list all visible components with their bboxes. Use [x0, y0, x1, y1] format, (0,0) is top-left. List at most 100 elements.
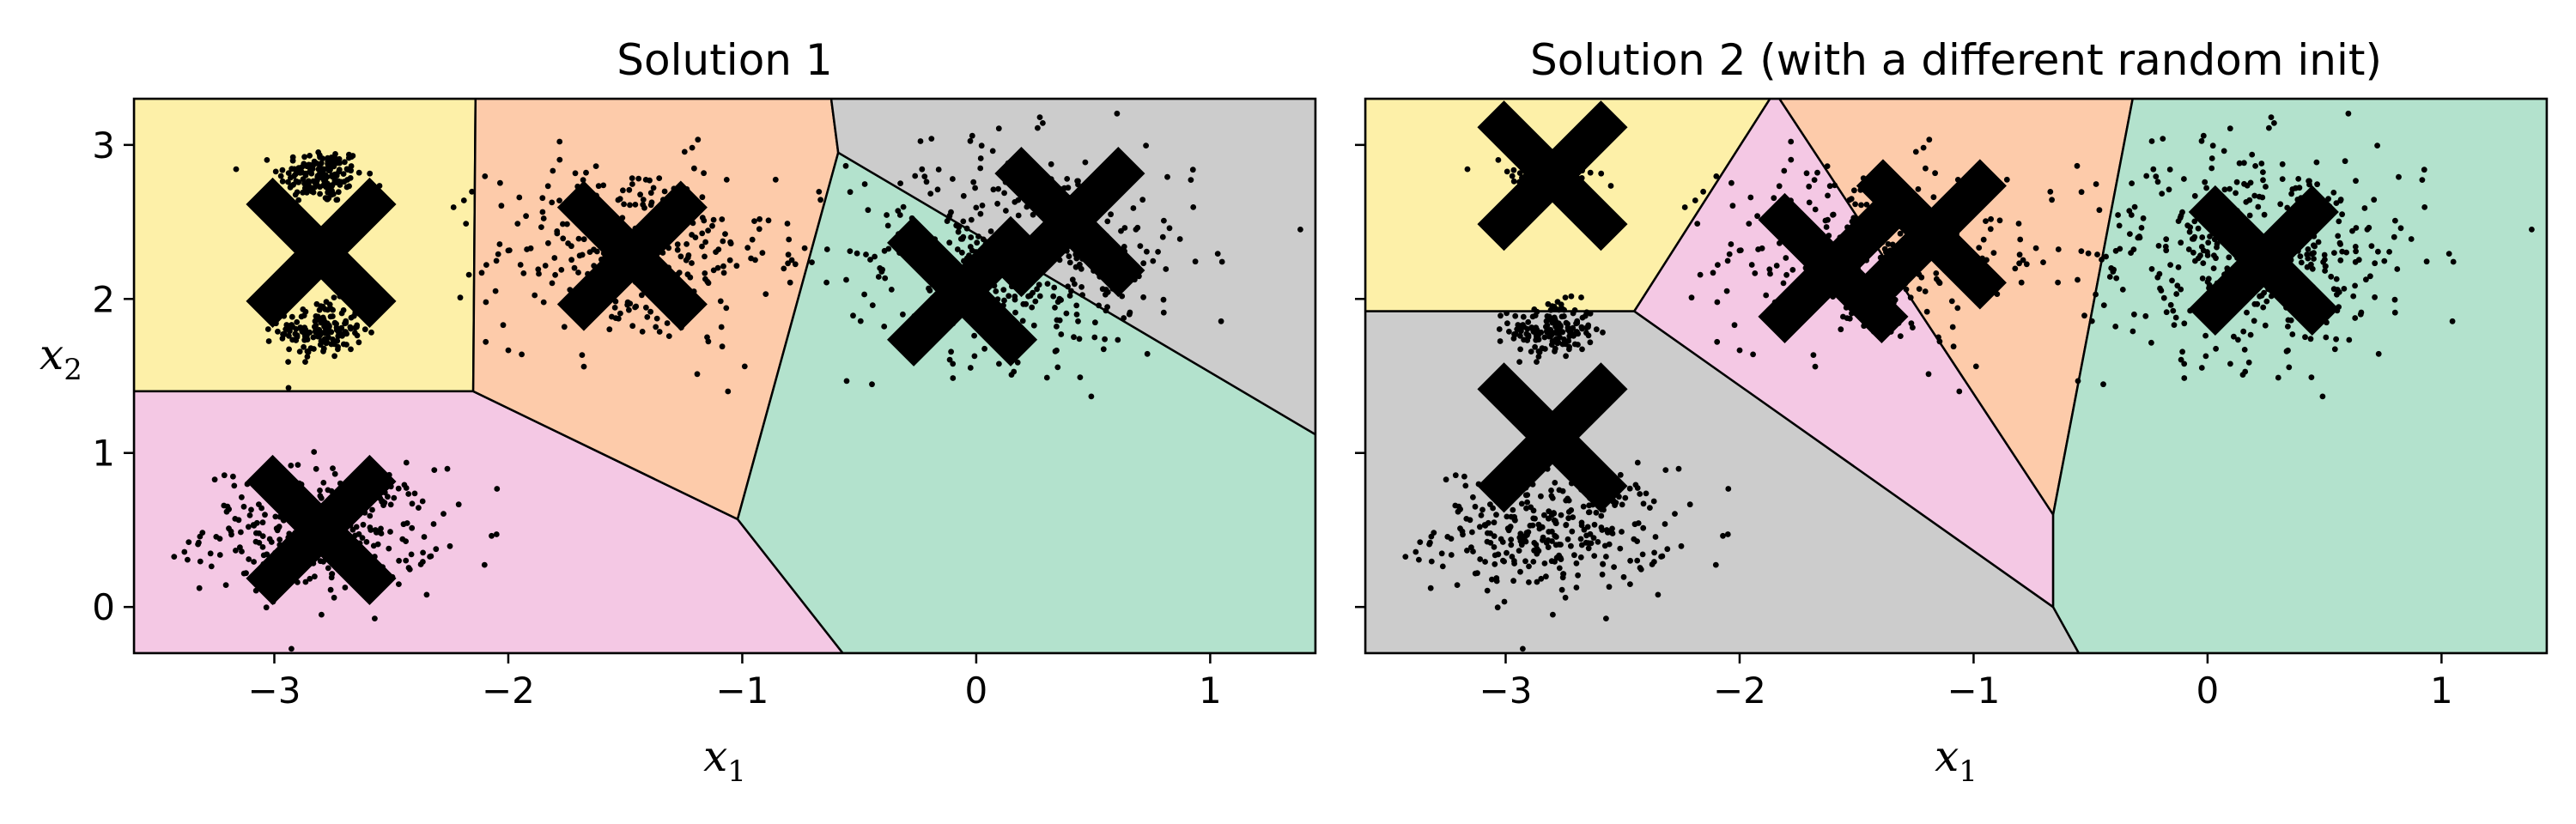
data-point — [2231, 333, 2237, 340]
data-point — [319, 314, 326, 321]
data-point — [2261, 211, 2268, 218]
data-point — [2199, 276, 2206, 282]
data-point — [788, 257, 795, 264]
data-point — [661, 188, 668, 195]
data-point — [2040, 259, 2046, 265]
data-point — [2367, 273, 2373, 280]
data-point — [1617, 471, 1624, 478]
data-point — [1714, 338, 1721, 345]
data-point — [306, 180, 312, 186]
data-point — [626, 186, 633, 193]
data-point — [1416, 556, 1422, 563]
x-tick-label: 0 — [965, 670, 988, 712]
data-point — [2449, 318, 2456, 324]
data-point — [1066, 259, 1073, 266]
data-point — [243, 570, 249, 577]
data-point — [1504, 549, 1510, 556]
data-point — [405, 491, 412, 497]
data-point — [1664, 546, 1671, 553]
data-point — [2016, 260, 2023, 267]
data-point — [289, 336, 295, 343]
data-point — [1108, 211, 1114, 218]
data-point — [1020, 300, 1027, 307]
data-point — [421, 534, 428, 540]
data-point — [309, 188, 316, 195]
data-point — [1591, 521, 1598, 528]
data-point — [352, 330, 358, 336]
data-point — [286, 346, 292, 353]
data-point — [2178, 212, 2184, 219]
data-point — [1491, 519, 1498, 526]
data-point — [1715, 262, 1721, 268]
data-point — [535, 266, 542, 273]
data-point — [948, 348, 954, 355]
data-point — [576, 252, 583, 259]
data-point — [2271, 120, 2277, 126]
data-point — [935, 167, 942, 173]
data-point — [208, 563, 215, 570]
data-point — [1626, 485, 1633, 492]
data-point — [1573, 585, 1580, 591]
data-point — [1780, 280, 1787, 287]
data-point — [1577, 536, 1584, 542]
data-point — [1585, 509, 1592, 516]
data-point — [1545, 544, 1552, 550]
data-point — [2191, 233, 2198, 240]
data-point — [558, 267, 565, 273]
data-point — [1036, 293, 1043, 300]
data-point — [2142, 312, 2149, 319]
data-point — [355, 339, 362, 346]
data-point — [1954, 305, 1961, 312]
data-point — [733, 263, 740, 270]
data-point — [353, 524, 360, 530]
data-point — [1564, 327, 1571, 333]
data-point — [304, 336, 311, 342]
data-point — [2307, 336, 2314, 342]
y-axis-label: x2 — [39, 330, 82, 387]
data-point — [289, 324, 296, 330]
data-point — [2244, 309, 2250, 316]
data-point — [1595, 539, 1601, 545]
data-point — [540, 299, 547, 306]
data-point — [560, 235, 567, 242]
data-point — [277, 173, 284, 179]
data-point — [2174, 282, 2181, 289]
data-point — [300, 189, 306, 196]
data-point — [312, 324, 318, 330]
data-point — [977, 155, 984, 161]
data-point — [2246, 212, 2253, 219]
data-point — [926, 285, 932, 292]
data-point — [549, 199, 556, 206]
data-point — [575, 270, 581, 276]
data-point — [1015, 212, 1022, 219]
data-point — [1681, 204, 1688, 210]
data-point — [752, 257, 758, 264]
data-point — [387, 501, 394, 508]
data-point — [1885, 241, 1892, 247]
data-point — [1040, 120, 1046, 126]
data-point — [2202, 332, 2209, 339]
data-point — [1852, 201, 1859, 208]
data-point — [279, 178, 286, 185]
data-point — [336, 167, 343, 173]
data-point — [1634, 538, 1640, 544]
data-point — [1825, 192, 1831, 199]
data-point — [2352, 258, 2359, 265]
data-point — [314, 313, 321, 320]
data-point — [1496, 326, 1503, 332]
data-point — [320, 348, 326, 354]
data-point — [1771, 195, 1777, 202]
data-point — [539, 209, 546, 215]
data-point — [2148, 266, 2155, 272]
data-point — [196, 539, 202, 546]
data-point — [556, 156, 563, 163]
data-point — [332, 151, 338, 157]
data-point — [635, 175, 642, 182]
data-point — [1662, 467, 1669, 473]
data-point — [1823, 224, 1830, 230]
data-point — [611, 305, 618, 311]
data-point — [1599, 571, 1606, 578]
data-point — [2252, 163, 2259, 169]
data-point — [967, 137, 974, 144]
data-point — [2242, 368, 2249, 375]
